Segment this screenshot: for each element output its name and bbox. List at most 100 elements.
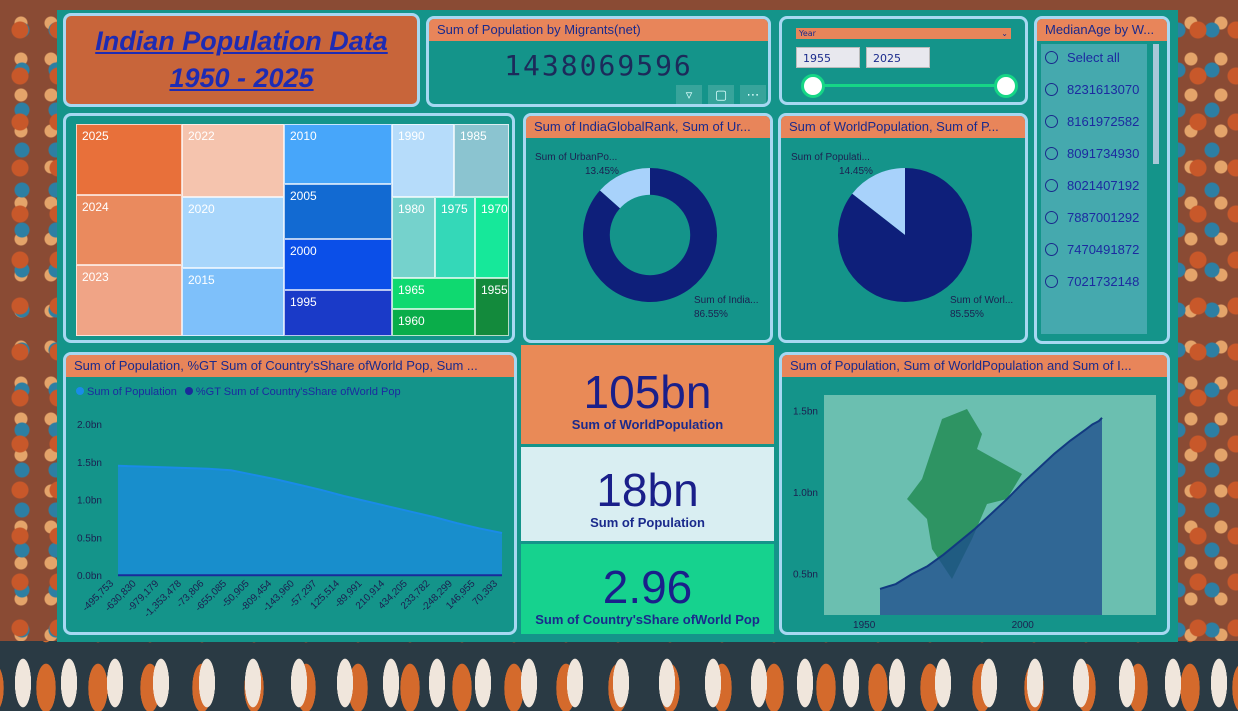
median-age-option[interactable]: Select all <box>1045 50 1139 65</box>
treemap-cell[interactable]: 1995 <box>284 290 392 336</box>
donut1-label-a: Sum of UrbanPo... <box>535 152 618 163</box>
median-age-scrollbar[interactable] <box>1153 44 1159 164</box>
treemap-cell[interactable]: 2015 <box>182 268 284 336</box>
country-share-card[interactable]: 2.96 Sum of Country'sShare ofWorld Pop <box>521 544 774 634</box>
treemap-cell[interactable]: 1990 <box>392 124 454 197</box>
treemap-cell[interactable]: 2005 <box>284 184 392 239</box>
radio-icon[interactable] <box>1045 243 1058 256</box>
treemap-cell[interactable]: 2024 <box>76 195 182 265</box>
x-tick-label: 2000 <box>1012 620 1035 631</box>
treemap-cell[interactable]: 1980 <box>392 197 435 278</box>
kpi-migrants-header: Sum of Population by Migrants(net) <box>429 19 768 41</box>
map-chart-header: Sum of Population, Sum of WorldPopulatio… <box>782 355 1167 377</box>
treemap-cell[interactable]: 2010 <box>284 124 392 184</box>
treemap-cell[interactable]: 2020 <box>182 197 284 268</box>
median-age-option-label: 8091734930 <box>1067 146 1140 161</box>
world-pop-card[interactable]: 105bn Sum of WorldPopulation <box>521 345 774 444</box>
treemap-cell[interactable]: 1975 <box>435 197 475 278</box>
year-slicer[interactable]: Year ⌄ 1955 2025 <box>779 16 1028 105</box>
radio-icon[interactable] <box>1045 115 1058 128</box>
radio-icon[interactable] <box>1045 83 1058 96</box>
kpi-migrants-card[interactable]: Sum of Population by Migrants(net) 14380… <box>426 16 771 107</box>
treemap-cell[interactable]: 1970 <box>475 197 509 278</box>
radio-icon[interactable] <box>1045 147 1058 160</box>
treemap-cell[interactable]: 1960 <box>392 309 475 336</box>
area-chart-legend: Sum of Population %GT Sum of Country'sSh… <box>76 386 401 398</box>
kpi-migrants-value: 1438069596 <box>504 49 693 82</box>
slice-a[interactable] <box>852 168 905 235</box>
radio-icon[interactable] <box>1045 211 1058 224</box>
treemap-cell[interactable]: 1985 <box>454 124 509 197</box>
population-value: 18bn <box>596 464 699 516</box>
area-chart-header: Sum of Population, %GT Sum of Country'sS… <box>66 355 514 377</box>
country-share-value: 2.96 <box>602 561 693 613</box>
y-tick-label: 1.5bn <box>77 458 102 469</box>
year-slider-track[interactable] <box>810 84 1005 87</box>
year-slider-start-handle[interactable] <box>801 74 825 98</box>
median-age-slicer[interactable]: MedianAge by W... Select all 8231613070 81… <box>1034 16 1170 344</box>
median-age-option-label: 7021732148 <box>1067 274 1140 289</box>
y-tick-label: 1.5bn <box>793 406 818 417</box>
y-tick-label: 2.0bn <box>77 420 102 431</box>
report-title-line2: 1950 - 2025 <box>169 63 314 93</box>
radio-icon[interactable] <box>1045 51 1058 64</box>
filter-icon[interactable]: ▿ <box>676 85 702 104</box>
treemap-cell[interactable]: 2022 <box>182 124 284 197</box>
population-line <box>117 464 503 534</box>
population-line <box>879 417 1103 590</box>
legend-item-share[interactable]: %GT Sum of Country'sShare ofWorld Pop <box>184 386 401 398</box>
india-map-shape <box>907 409 1022 579</box>
median-age-option[interactable]: 8021407192 <box>1045 178 1139 193</box>
median-age-option[interactable]: 8091734930 <box>1045 146 1139 161</box>
radio-icon[interactable] <box>1045 275 1058 288</box>
legend-item-population[interactable]: Sum of Population <box>76 386 177 398</box>
map-chart-plot: 1.5bn 1.0bn 0.5bn 1950 2000 <box>793 395 1156 631</box>
world-population-pie[interactable]: Sum of WorldPopulation, Sum of P... Sum … <box>778 113 1028 343</box>
year-slicer-field: Year <box>799 29 816 38</box>
year-slicer-dropdown[interactable]: Year ⌄ <box>796 28 1011 39</box>
year-start-input[interactable]: 1955 <box>796 47 860 68</box>
more-options-icon[interactable]: ⋯ <box>740 85 766 104</box>
report-title-line1: Indian Population Data <box>95 26 388 56</box>
median-age-list <box>1041 44 1147 334</box>
india-map-area-chart[interactable]: Sum of Population, Sum of WorldPopulatio… <box>779 352 1170 635</box>
treemap-cell[interactable]: 1955 <box>475 278 509 336</box>
world-pop-label: Sum of WorldPopulation <box>571 417 724 432</box>
median-age-option[interactable]: 7021732148 <box>1045 274 1139 289</box>
area-chart-plot: 2.0bn1.5bn1.0bn0.5bn0.0bn-495,753-630,83… <box>77 420 503 620</box>
median-age-option-label: 8231613070 <box>1067 82 1140 97</box>
y-tick-label: 1.0bn <box>793 488 818 499</box>
dashboard-canvas: Indian Population Data 1950 - 2025 Sum o… <box>57 10 1178 642</box>
treemap-body: 2025 2024 2023 2022 2020 2015 2010 2005 2000 1995… <box>76 124 509 336</box>
year-treemap[interactable]: 2025 2024 2023 2022 2020 2015 2010 2005 2000 1995… <box>63 113 515 343</box>
median-age-option[interactable]: 7470491872 <box>1045 242 1139 257</box>
median-age-option[interactable]: 8231613070 <box>1045 82 1139 97</box>
radio-icon[interactable] <box>1045 179 1058 192</box>
donut1-chart <box>583 168 717 302</box>
treemap-cell[interactable]: 2025 <box>76 124 182 195</box>
crowd-background <box>0 641 1238 711</box>
median-age-option-label: 8161972582 <box>1067 114 1140 129</box>
year-slider-end-handle[interactable] <box>994 74 1018 98</box>
median-age-option[interactable]: 7887001292 <box>1045 210 1139 225</box>
visual-toolbar: ▿ ▢ ⋯ <box>676 85 766 104</box>
slice-b[interactable] <box>838 168 972 302</box>
treemap-cell[interactable]: 2023 <box>76 265 182 336</box>
population-area[interactable] <box>880 417 1102 615</box>
population-area-chart[interactable]: Sum of Population, %GT Sum of Country'sS… <box>63 352 517 635</box>
population-area[interactable] <box>118 465 502 576</box>
treemap-cell[interactable]: 2000 <box>284 239 392 290</box>
donut1-header: Sum of IndiaGlobalRank, Sum of Ur... <box>526 116 770 138</box>
median-age-option-label: 7887001292 <box>1067 210 1140 225</box>
country-share-label: Sum of Country'sShare ofWorld Pop <box>535 612 760 627</box>
world-pop-value: 105bn <box>583 366 712 418</box>
urban-rank-donut[interactable]: Sum of IndiaGlobalRank, Sum of Ur... Sum… <box>523 113 773 343</box>
median-age-option-label: 7470491872 <box>1067 242 1140 257</box>
pie2-label-a: Sum of Populati... <box>791 152 870 163</box>
year-end-input[interactable]: 2025 <box>866 47 930 68</box>
median-age-option[interactable]: 8161972582 <box>1045 114 1139 129</box>
population-card[interactable]: 18bn Sum of Population <box>521 447 774 541</box>
treemap-cell[interactable]: 1965 <box>392 278 475 309</box>
chevron-down-icon: ⌄ <box>1001 29 1008 38</box>
focus-mode-icon[interactable]: ▢ <box>708 85 734 104</box>
